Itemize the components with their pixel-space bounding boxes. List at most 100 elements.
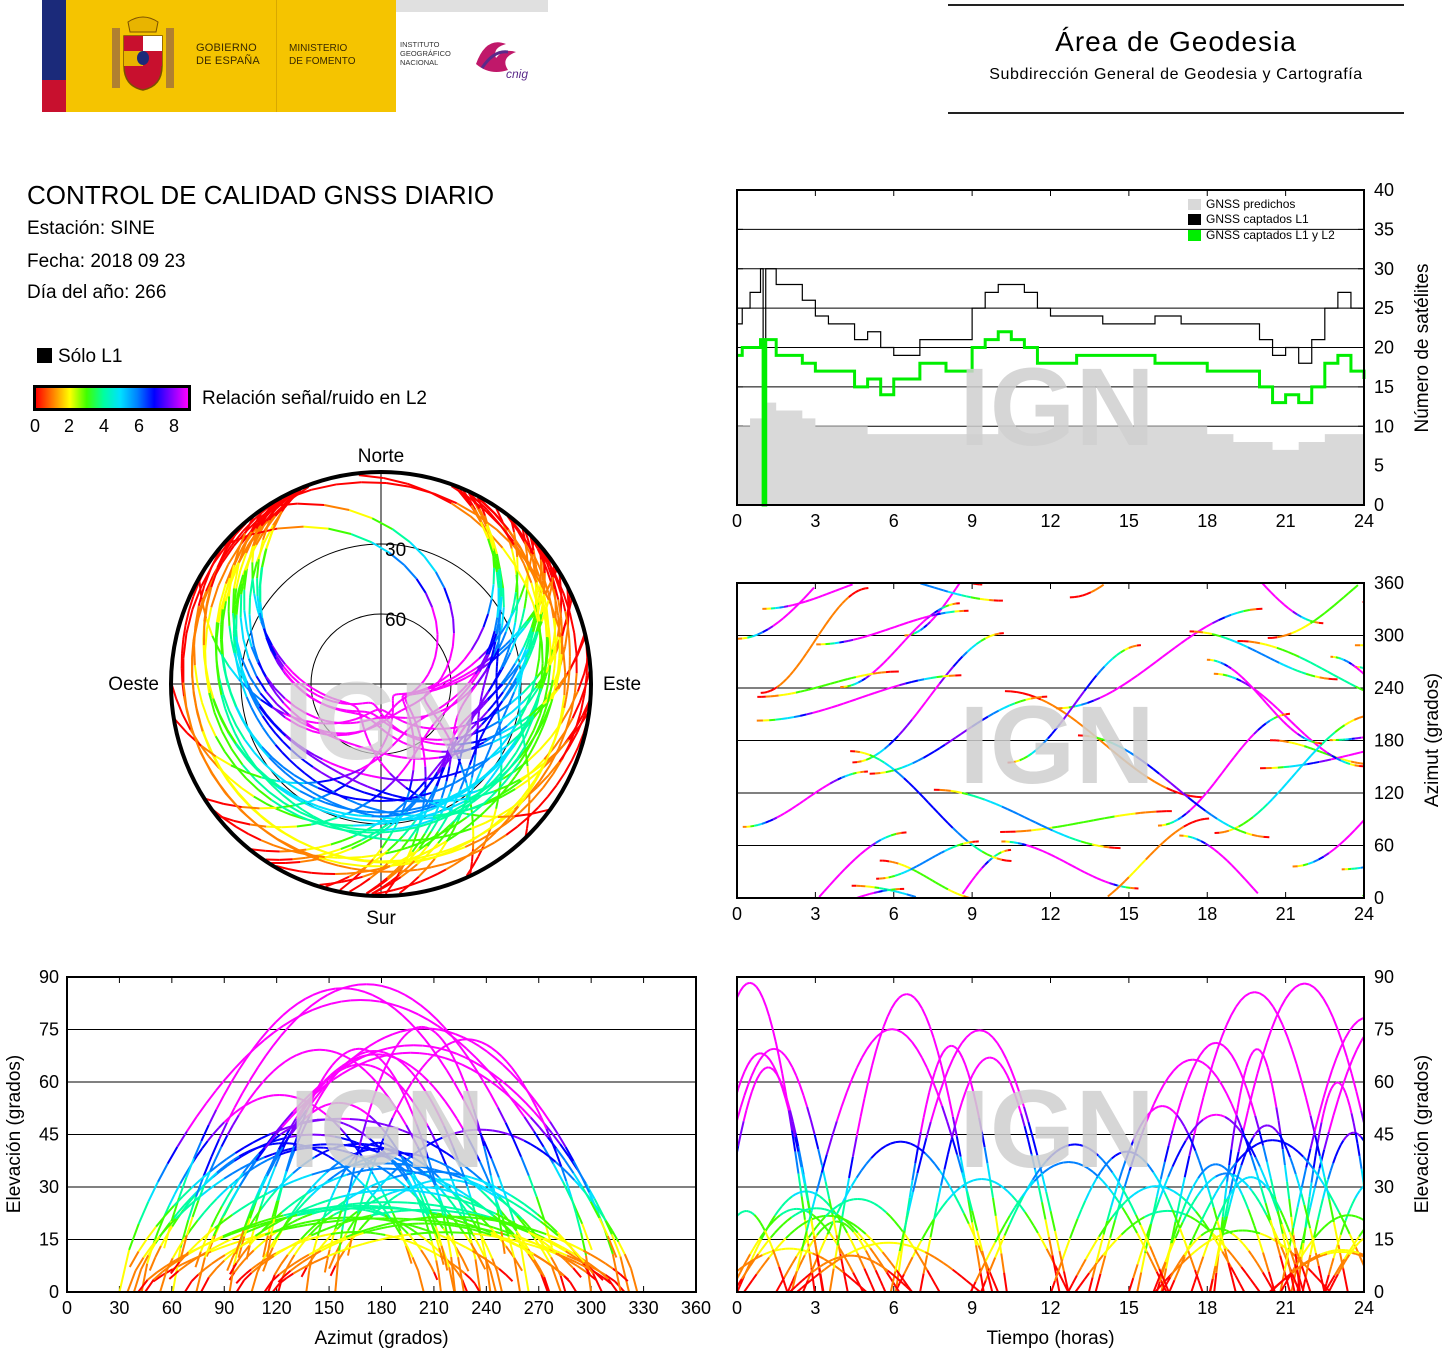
track-segment — [284, 735, 293, 743]
track-segment — [1185, 809, 1191, 815]
track-segment — [359, 764, 369, 771]
track-segment — [854, 853, 861, 860]
track-segment — [522, 563, 533, 584]
track-segment — [217, 548, 228, 569]
track-segment — [326, 852, 341, 858]
track-segment — [393, 755, 403, 759]
track-segment — [817, 685, 822, 689]
track-segment — [348, 742, 356, 747]
track-segment — [957, 831, 964, 838]
track-segment — [424, 690, 431, 698]
track-segment — [522, 637, 529, 648]
track-segment — [486, 693, 494, 700]
track-segment — [456, 688, 464, 696]
track-segment — [837, 776, 842, 781]
track-segment — [942, 674, 950, 678]
track-segment — [428, 710, 435, 716]
track-segment — [897, 872, 902, 876]
track-segment — [1222, 673, 1228, 677]
track-segment — [949, 736, 957, 743]
track-segment — [1401, 703, 1407, 704]
track-segment — [1370, 865, 1373, 866]
track-segment — [1062, 824, 1068, 827]
track-segment — [522, 792, 530, 801]
track-segment — [475, 1057, 487, 1069]
track-segment — [986, 853, 993, 858]
track-segment — [407, 831, 416, 841]
track-segment — [305, 751, 313, 758]
track-segment — [484, 674, 488, 681]
track-segment — [251, 807, 267, 822]
track-segment — [1090, 589, 1096, 594]
track-segment — [505, 771, 514, 782]
track-segment — [917, 617, 923, 621]
track-segment — [482, 698, 489, 705]
track-segment — [436, 765, 442, 773]
track-segment — [259, 1202, 267, 1212]
track-segment — [1397, 704, 1400, 706]
track-segment — [1202, 631, 1208, 635]
track-segment — [503, 652, 509, 662]
track-segment — [1384, 699, 1390, 701]
track-segment — [1310, 674, 1316, 678]
track-segment — [436, 686, 444, 691]
track-segment — [952, 602, 957, 606]
track-segment — [1389, 701, 1395, 703]
track-segment — [508, 612, 513, 624]
track-segment — [1235, 868, 1242, 875]
track-segment — [540, 643, 544, 664]
track-segment — [1062, 706, 1069, 710]
track-segment — [1281, 782, 1288, 790]
track-segment — [956, 843, 961, 847]
track-segment — [250, 707, 258, 719]
track-segment — [404, 851, 414, 862]
track-segment — [440, 789, 446, 799]
track-segment — [1149, 660, 1157, 668]
track-segment — [465, 672, 475, 679]
track-segment — [321, 796, 333, 804]
track-segment — [512, 636, 518, 646]
track-segment — [891, 860, 896, 864]
track-segment — [1227, 665, 1232, 670]
x-tick-label: 15 — [1119, 511, 1139, 531]
track-segment — [479, 521, 489, 540]
track-segment — [1031, 828, 1037, 832]
track-segment — [286, 1172, 294, 1180]
track-segment — [1287, 607, 1294, 613]
track-segment — [442, 761, 446, 768]
track-segment — [397, 709, 402, 714]
track-segment — [410, 710, 414, 717]
track-segment — [303, 525, 329, 530]
track-segment — [941, 605, 946, 610]
track-segment — [475, 679, 481, 686]
track-segment — [202, 645, 207, 664]
track-segment — [466, 766, 480, 777]
track-segment — [1219, 830, 1225, 834]
track-segment — [1283, 603, 1290, 610]
track-segment — [1408, 698, 1411, 700]
track-segment — [1010, 690, 1018, 694]
track-segment — [329, 848, 342, 854]
track-segment — [552, 580, 560, 600]
track-segment — [402, 695, 408, 700]
track-segment — [493, 617, 499, 632]
track-segment — [834, 641, 840, 645]
track-segment — [245, 771, 262, 779]
track-segment — [317, 805, 332, 812]
track-segment — [1312, 858, 1319, 863]
track-segment — [378, 710, 383, 715]
track-segment — [449, 783, 455, 792]
track-segment — [1103, 845, 1110, 849]
track-segment — [1072, 822, 1079, 826]
track-segment — [417, 866, 432, 871]
track-segment — [468, 722, 472, 728]
track-segment — [961, 888, 967, 895]
track-segment — [1141, 759, 1149, 766]
track-segment — [1225, 636, 1231, 641]
track-segment — [239, 617, 245, 640]
track-segment — [1177, 816, 1183, 821]
track-segment — [901, 863, 905, 867]
track-segment — [1413, 648, 1418, 649]
track-segment — [1367, 692, 1373, 694]
track-segment — [1410, 710, 1413, 711]
